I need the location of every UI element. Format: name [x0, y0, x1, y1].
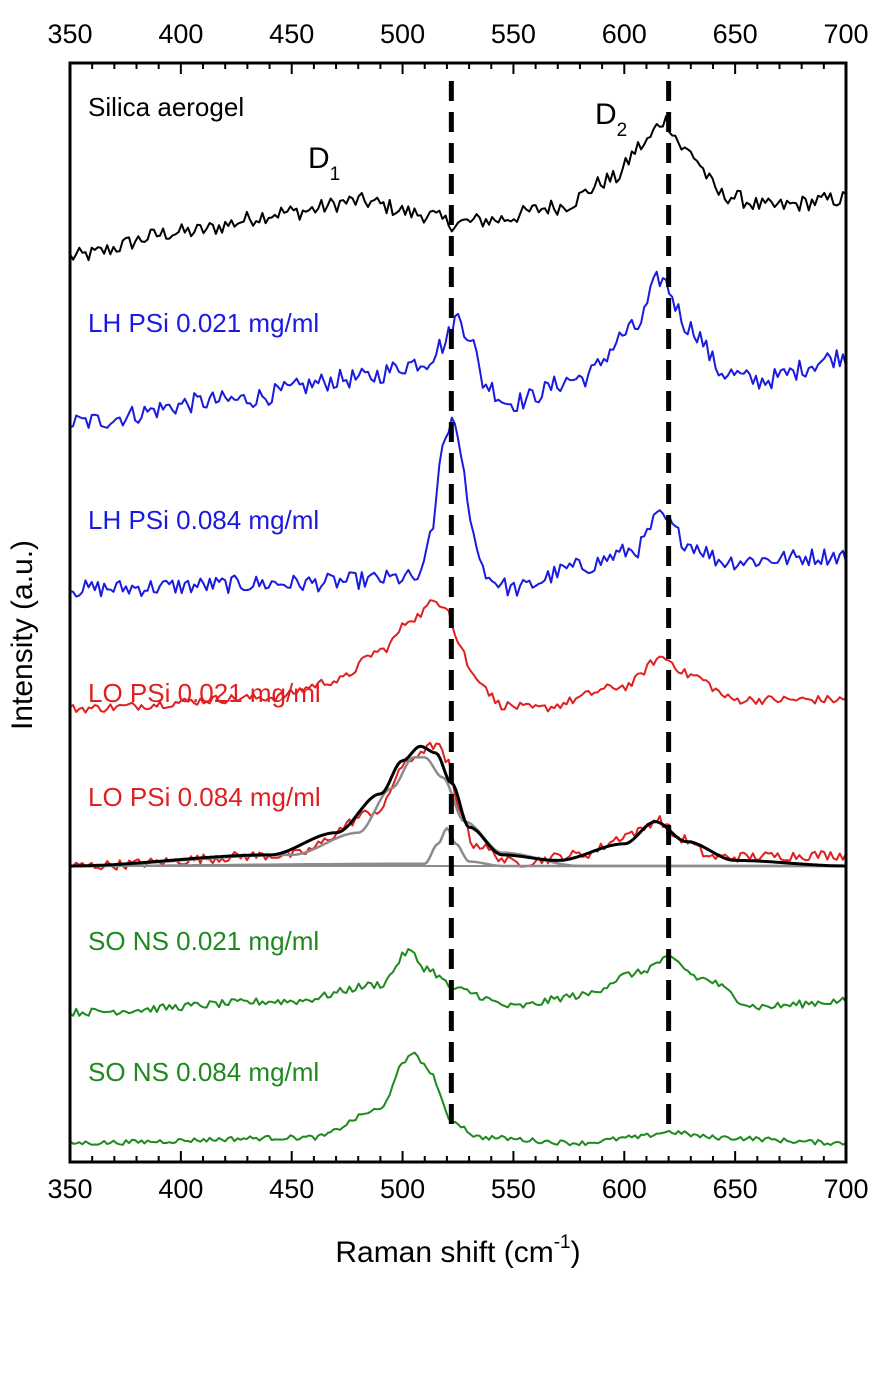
x-tick-label-top: 500	[380, 19, 425, 49]
series-labels: Silica aerogel LH PSi 0.021 mg/ml LH PSi 0…	[88, 92, 321, 1087]
x-tick-label-bottom: 600	[602, 1174, 647, 1204]
series-label-4: LO PSi 0.084 mg/ml	[88, 782, 321, 812]
dashed-lines	[448, 81, 672, 1132]
plot-frame	[68, 61, 848, 1164]
fit-envelope	[70, 744, 846, 868]
x-tick-label-bottom: 650	[713, 1174, 758, 1204]
x-tick-label-top: 600	[602, 19, 647, 49]
x-tick-label-top: 350	[47, 19, 92, 49]
series-label-2: LH PSi 0.084 mg/ml	[88, 505, 319, 535]
series-line-3	[69, 599, 847, 714]
series-line-2	[69, 416, 847, 598]
series-line-1	[69, 270, 847, 429]
series-line-4	[69, 741, 847, 871]
series-label-5: SO NS 0.021 mg/ml	[88, 926, 319, 956]
series-label-0: Silica aerogel	[88, 92, 244, 122]
x-tick-label-bottom: 350	[47, 1174, 92, 1204]
x-tick-label-top: 450	[269, 19, 314, 49]
series-label-6: SO NS 0.084 mg/ml	[88, 1057, 319, 1087]
series-layer	[69, 115, 847, 1147]
x-tick-label-top: 400	[158, 19, 203, 49]
x-tick-label-bottom: 700	[823, 1174, 868, 1204]
y-axis-title: Intensity (a.u.)	[6, 540, 39, 730]
x-axis-title: Raman shift (cm-1)	[335, 1232, 580, 1269]
x-tick-label-top: 650	[713, 19, 758, 49]
x-tick-label-bottom: 450	[269, 1174, 314, 1204]
x-tick-label-top: 550	[491, 19, 536, 49]
series-label-3: LO PSi 0.021 mg/ml	[88, 678, 321, 708]
x-tick-label-bottom: 550	[491, 1174, 536, 1204]
series-line-0	[69, 115, 847, 262]
annotation-d1: D1	[308, 142, 340, 185]
x-tick-label-bottom: 400	[158, 1174, 203, 1204]
annotation-d2: D2	[595, 98, 627, 141]
x-tick-label-top: 700	[823, 19, 868, 49]
series-line-6	[69, 1051, 847, 1147]
axis-ticks: 350 350 400 400 450 450 500 500 550 550 600 600 650 6…	[47, 19, 868, 1204]
series-line-5	[69, 948, 847, 1017]
series-label-1: LH PSi 0.021 mg/ml	[88, 308, 319, 338]
fit-component-1	[70, 826, 846, 868]
x-tick-label-bottom: 500	[380, 1174, 425, 1204]
